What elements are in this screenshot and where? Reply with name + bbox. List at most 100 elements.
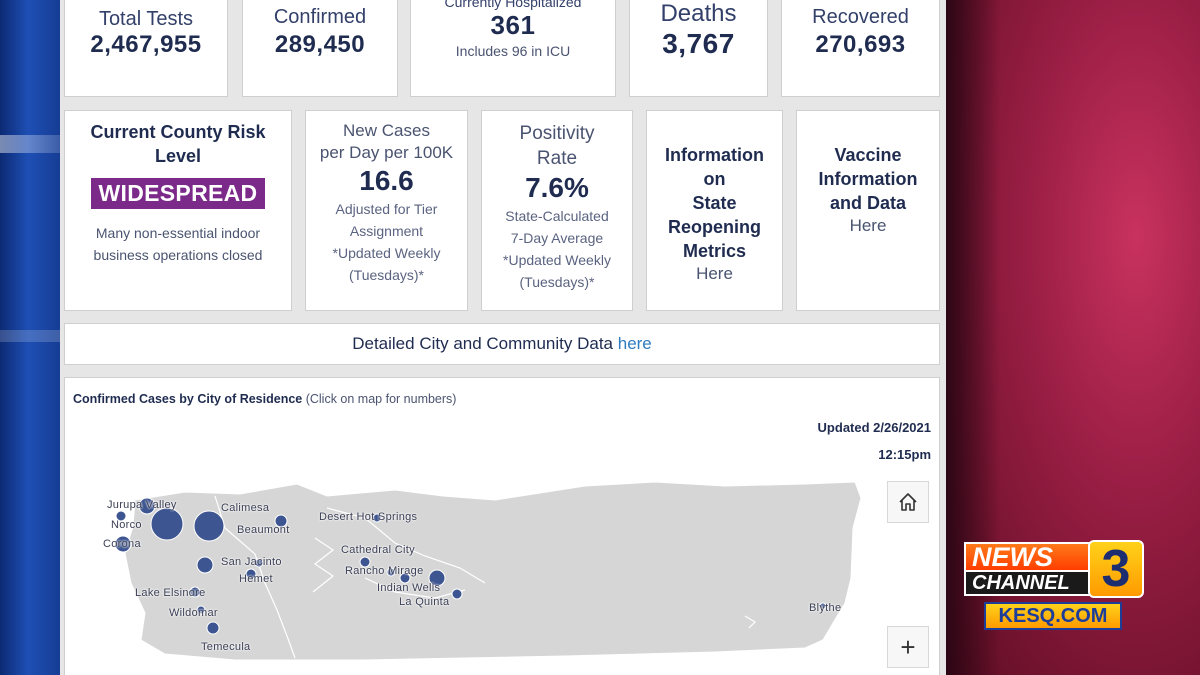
city-label-norco: Norco [111, 519, 142, 531]
city-label-la-quinta: La Quinta [399, 596, 450, 608]
risk-level-card: Current County Risk Level WIDESPREAD Man… [64, 110, 292, 311]
positivity-line4: (Tuesdays)* [519, 274, 595, 290]
stat-hospitalized[interactable]: Currently Hospitalized 361 Includes 96 i… [410, 0, 616, 97]
logo-url: KESQ.COM [984, 602, 1122, 630]
bubble-wildomar [196, 605, 206, 615]
bubble-coachella [451, 588, 463, 600]
vaccine-line3: and Data [829, 193, 907, 213]
stat-value: 2,467,955 [90, 31, 202, 58]
city-label-san-jacinto: San Jacinto [221, 556, 282, 568]
new-cases-title-line1: New Cases [343, 121, 430, 140]
reopening-line5: Metrics [682, 241, 747, 261]
city-label-corona: Corona [103, 538, 141, 550]
map-title: Confirmed Cases by City of Residence (Cl… [73, 392, 456, 406]
risk-level-description: Many non-essential indoor business opera… [93, 225, 263, 263]
bubble-blythe [819, 602, 827, 610]
vaccine-link[interactable]: Here [849, 216, 887, 235]
city-data-link[interactable]: here [617, 334, 652, 353]
city-label-calimesa: Calimesa [221, 502, 270, 514]
stat-deaths[interactable]: Deaths 3,767 [629, 0, 768, 97]
new-cases-line2: Assignment [349, 223, 424, 239]
city-label-jurupa-valley: Jurupa Valley [107, 499, 177, 511]
background-left [0, 0, 62, 675]
bubble-indian-wells [399, 572, 411, 584]
map-updated-time: 12:15pm [878, 447, 931, 462]
positivity-line3: *Updated Weekly [503, 252, 611, 268]
positivity-title-line1: Positivity [519, 123, 595, 144]
station-logo: NEWS CHANNEL 3 KESQ.COM [964, 540, 1150, 634]
stat-recovered[interactable]: Recovered 270,693 [781, 0, 940, 97]
positivity-title-line2: Rate [536, 148, 578, 169]
city-label-beaumont: Beaumont [237, 524, 290, 536]
bubble-indio [428, 569, 446, 587]
map-card: Confirmed Cases by City of Residence (Cl… [64, 377, 940, 675]
city-data-text: Detailed City and Community Data [352, 334, 613, 353]
reopening-line3: State [692, 193, 737, 213]
city-label-lake-elsinore: Lake Elsinore [135, 587, 206, 599]
bubble-riverside [150, 507, 184, 541]
county-region [124, 481, 862, 661]
stat-value: 289,450 [274, 31, 366, 58]
city-label-wildomar: Wildomar [169, 607, 218, 619]
bubble-moreno-valley [193, 510, 225, 542]
home-icon [899, 493, 917, 511]
city-data-banner: Detailed City and Community Data here [64, 323, 940, 365]
bubble-hemet [245, 568, 257, 580]
city-label-indian-wells: Indian Wells [377, 582, 441, 594]
stat-value: 361 [490, 10, 536, 40]
risk-level-title: Current County Risk Level [90, 122, 266, 166]
logo-channel: CHANNEL [964, 572, 1094, 596]
vaccine-card[interactable]: Vaccine Information and Data Here [796, 110, 940, 311]
stat-value: 270,693 [815, 31, 906, 58]
bubble-san-jacinto [254, 558, 264, 568]
bubble-perris [196, 556, 214, 574]
bubble-rancho-mirage [386, 567, 396, 577]
stat-label: Confirmed [273, 6, 367, 28]
new-cases-title-line2: per Day per 100K [319, 143, 454, 162]
covid-dashboard: Total Tests 2,467,955 Confirmed 289,450 … [60, 0, 946, 675]
bubble-corona [114, 535, 132, 553]
bubble-desert-hot-springs [372, 513, 382, 523]
risk-level-badge: WIDESPREAD [90, 178, 266, 209]
positivity-value: 7.6% [525, 172, 589, 203]
reopening-link[interactable]: Here [696, 264, 733, 283]
vaccine-line2: Information [818, 169, 918, 189]
city-label-rancho-mirage: Rancho Mirage [345, 565, 424, 577]
stat-label: Currently Hospitalized [444, 0, 582, 10]
map-home-button[interactable] [887, 481, 929, 523]
new-cases-line1: Adjusted for Tier [335, 201, 438, 217]
stat-value: 3,767 [662, 28, 735, 59]
reopening-line2: on [703, 169, 726, 189]
map-title-bold: Confirmed Cases by City of Residence [73, 392, 303, 406]
logo-number: 3 [1088, 540, 1144, 598]
vaccine-line1: Vaccine [834, 145, 902, 165]
city-label-desert-hot-springs: Desert Hot Springs [319, 511, 418, 523]
new-cases-value: 16.6 [359, 165, 414, 196]
stat-label: Recovered [812, 6, 909, 28]
positivity-line1: State-Calculated [505, 208, 609, 224]
new-cases-card: New Cases per Day per 100K 16.6 Adjusted… [305, 110, 468, 311]
zoom-in-icon: + [900, 631, 916, 662]
bubble-norco [115, 510, 127, 522]
stat-label: Deaths [660, 0, 737, 27]
map-zoom-in-button[interactable]: + [887, 626, 929, 668]
bubble-temecula [206, 621, 220, 635]
stat-note: Includes 96 in ICU [455, 43, 571, 59]
stat-total-tests[interactable]: Total Tests 2,467,955 [64, 0, 228, 97]
new-cases-line4: (Tuesdays)* [349, 267, 424, 283]
map-title-note: (Click on map for numbers) [305, 392, 457, 406]
reopening-line4: Reopening [668, 217, 761, 237]
city-label-temecula: Temecula [201, 641, 251, 653]
positivity-line2: 7-Day Average [510, 230, 604, 246]
map-updated-date: Updated 2/26/2021 [817, 420, 931, 435]
reopening-line1: Information [665, 145, 764, 165]
logo-news: NEWS [964, 542, 1094, 572]
city-label-hemet: Hemet [239, 573, 273, 585]
county-map[interactable] [65, 378, 940, 675]
city-label-cathedral-city: Cathedral City [341, 544, 415, 556]
stat-label: Total Tests [98, 8, 194, 30]
reopening-card[interactable]: Information on State Reopening Metrics H… [646, 110, 783, 311]
bubble-cathedral-city [359, 556, 371, 568]
stat-confirmed[interactable]: Confirmed 289,450 [242, 0, 398, 97]
new-cases-line3: *Updated Weekly [332, 245, 441, 261]
